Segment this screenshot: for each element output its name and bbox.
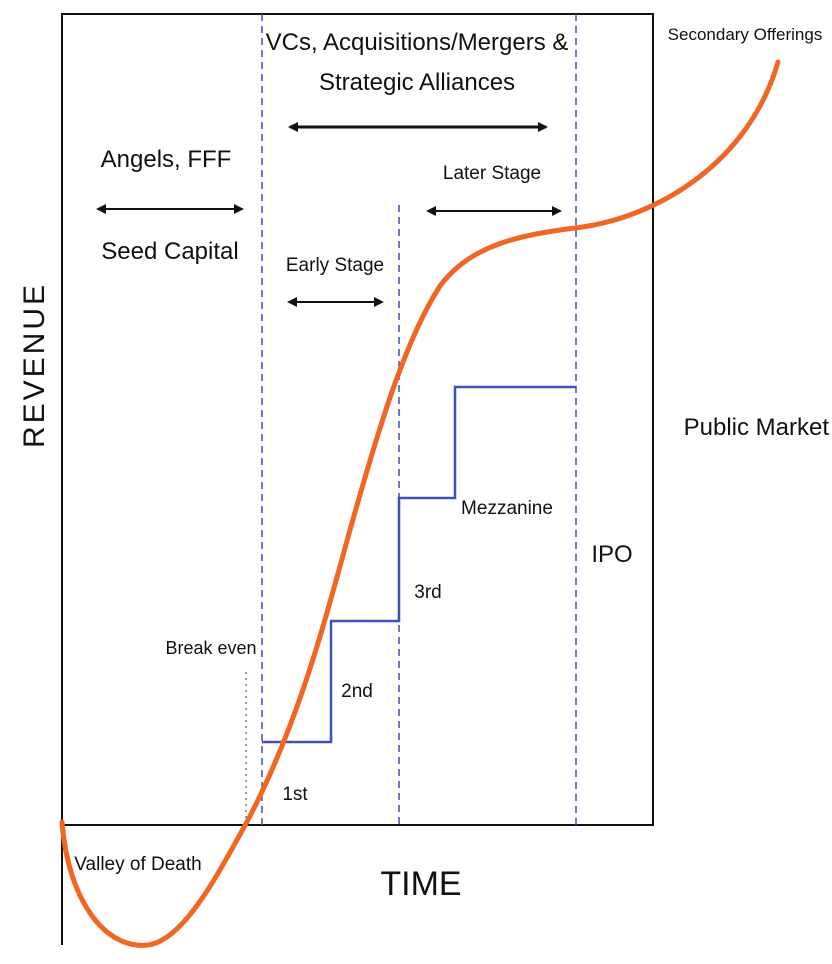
valley-of-death-label: Valley of Death [74,854,201,875]
mezzanine-label: Mezzanine [461,498,553,519]
seed-capital-label: Seed Capital [101,238,238,265]
vc-title-line2: Strategic Alliances [319,69,515,96]
secondary-offerings-label: Secondary Offerings [668,25,823,44]
chart-frame [61,13,654,826]
x-axis-label: TIME [380,865,461,903]
round-1st-label: 1st [282,784,308,805]
y-axis-label: REVENUE [18,282,51,448]
public-market-label: Public Market [684,414,830,441]
later-stage-label: Later Stage [443,163,541,184]
funding-steps [262,385,576,744]
angels-title: Angels, FFF [101,146,232,173]
vc-title-line1: VCs, Acquisitions/Mergers & [266,29,569,56]
revenue-curve [59,59,781,948]
break-even-label: Break even [165,638,256,658]
round-2nd-label: 2nd [341,681,373,702]
early-stage-label: Early Stage [286,255,384,276]
ipo-label: IPO [591,541,632,568]
round-3rd-label: 3rd [414,582,441,603]
